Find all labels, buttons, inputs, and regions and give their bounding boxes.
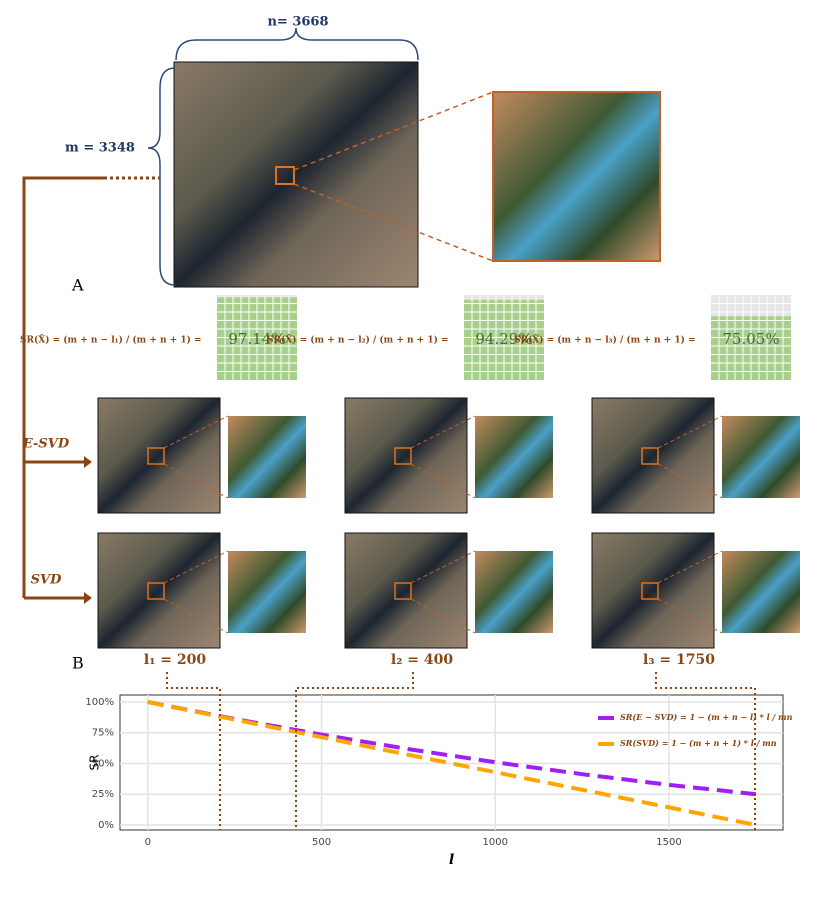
y-tick-label: 75%	[92, 728, 114, 739]
y-tick-label: 25%	[92, 789, 114, 800]
l-label: l₃ = 1750	[643, 652, 715, 668]
zoom-box	[394, 447, 412, 465]
connector	[166, 672, 221, 830]
zoom-lines	[163, 415, 229, 499]
zoom-lines	[410, 415, 476, 499]
series-line	[147, 700, 757, 827]
n-brace	[175, 27, 419, 61]
x-axis-label: l	[449, 852, 454, 868]
zoom-image	[475, 416, 553, 498]
satellite-image	[173, 61, 419, 288]
zoom-lines	[657, 550, 723, 634]
row-label: E-SVD	[22, 437, 70, 452]
formula: SR(X̂) = (m + n − l₃) / (m + n + 1) =	[514, 334, 696, 346]
zoom-lines	[657, 415, 723, 499]
tree-branches	[24, 460, 84, 600]
x-tick-label: 0	[145, 837, 151, 848]
row-label: SVD	[31, 573, 62, 588]
x-tick-label: 500	[312, 837, 331, 848]
zoom-lines	[410, 550, 476, 634]
zoom-image	[492, 91, 661, 262]
n-label: n= 3668	[267, 15, 328, 30]
satellite-image	[344, 397, 468, 514]
zoom-box	[147, 582, 165, 600]
m-label: m = 3348	[65, 141, 135, 156]
connector	[655, 672, 756, 830]
sr-value: 97.14%	[228, 330, 285, 348]
arrow-heads	[84, 456, 92, 604]
x-tick-label: 1500	[656, 837, 681, 848]
legend-label: SR(SVD) = 1 − (m + n + 1) * l / mn	[620, 738, 777, 748]
sr-value: 75.05%	[722, 330, 779, 348]
satellite-image	[591, 532, 715, 649]
tree-line	[22, 176, 104, 598]
m-brace	[147, 67, 176, 286]
formula: SR(X̂) = (m + n − l₂) / (m + n + 1) =	[267, 334, 449, 346]
legend-label: SR(E − SVD) = 1 − (m + n − l) * l / mn	[620, 712, 793, 722]
y-tick-label: 50%	[92, 758, 114, 769]
zoom-image	[475, 551, 553, 633]
zoom-box	[641, 447, 659, 465]
zoom-box	[394, 582, 412, 600]
zoom-image	[228, 551, 306, 633]
formula: SR(X̂) = (m + n − l₁) / (m + n + 1) =	[20, 334, 202, 346]
l-label: l₂ = 400	[391, 652, 453, 668]
y-tick-label: 100%	[85, 697, 114, 708]
zoom-box	[275, 166, 295, 185]
l-label: l₁ = 200	[144, 652, 206, 668]
satellite-image	[97, 397, 221, 514]
sr-value: 94.29%	[475, 330, 532, 348]
zoom-image	[722, 416, 800, 498]
x-tick-label: 1000	[483, 837, 508, 848]
zoom-box	[147, 447, 165, 465]
zoom-lines	[163, 550, 229, 634]
panel-label: A	[71, 276, 84, 295]
zoom-box	[641, 582, 659, 600]
satellite-image	[591, 397, 715, 514]
satellite-image	[344, 532, 468, 649]
y-axis-label: SR	[88, 755, 102, 771]
zoom-image	[228, 416, 306, 498]
y-tick-label: 0%	[98, 820, 114, 831]
satellite-image	[97, 532, 221, 649]
panel-label: B	[72, 654, 84, 673]
zoom-image	[722, 551, 800, 633]
